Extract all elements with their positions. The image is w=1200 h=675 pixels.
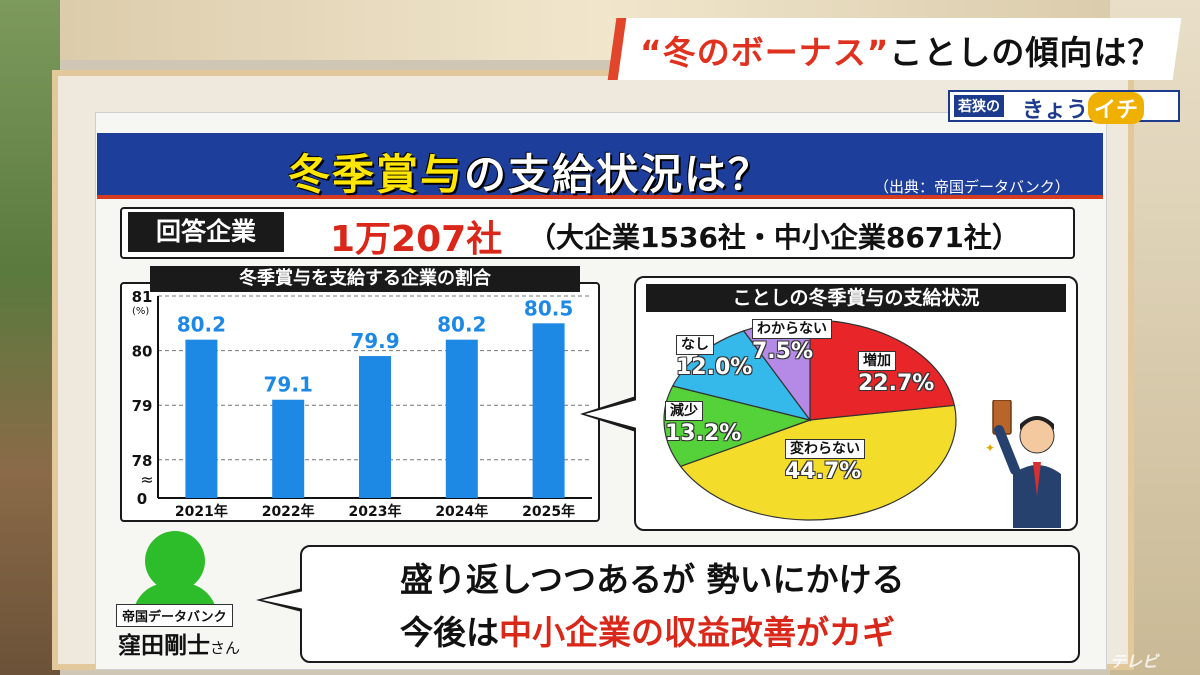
- sparkle-icon: ✦: [985, 441, 995, 455]
- pie-label-name: わからない: [752, 319, 832, 339]
- title-white: の支給状況は？: [464, 150, 773, 199]
- pie-label-name: 減少: [665, 401, 703, 421]
- bar: [272, 399, 305, 498]
- respondents-label: 回答企業: [128, 212, 284, 252]
- axis-break-mark: ≈: [140, 470, 153, 489]
- title-yellow: 冬季賞与: [288, 150, 465, 199]
- respondents-total: 1万207社: [330, 219, 503, 260]
- caption-quoted: “冬のボーナス”: [640, 33, 890, 72]
- bar-chart-title: 冬季賞与を支給する企業の割合: [150, 266, 580, 292]
- pie-label-value: 44.7%: [785, 459, 862, 484]
- person-hair: [1020, 416, 1054, 430]
- pie-label-value: 22.7%: [858, 371, 935, 396]
- pie-label-decrease: 減少 13.2%: [665, 400, 741, 446]
- bar-value-label: 80.5: [524, 296, 573, 320]
- callout-pointer-fill: [585, 400, 637, 428]
- pie-label-name: 増加: [858, 351, 896, 371]
- speech-tail-fill: [262, 591, 304, 609]
- commenter-name: 窪田剛士さん: [118, 626, 240, 660]
- happy-employee-illustration: ✦: [985, 400, 1061, 528]
- caption-text: “冬のボーナス”ことしの傾向は？: [640, 26, 1161, 74]
- comment-line-2-b: 中小企業の収益改善がカギ: [499, 613, 895, 652]
- y-tick-label: 81: [132, 288, 153, 306]
- pie-label-name: なし: [676, 335, 714, 355]
- bar: [185, 339, 218, 498]
- logo-part-c: イチ: [1088, 92, 1145, 124]
- pie-slice: [679, 404, 957, 521]
- pie-label-value: 12.0%: [676, 355, 753, 380]
- title-bar: [97, 133, 1103, 199]
- person-tie: [1033, 462, 1041, 496]
- pie-label-name: 変わらない: [785, 439, 865, 459]
- source-note: （出典：帝国データバンク）: [874, 178, 1070, 196]
- y-tick-label: 80: [132, 343, 153, 361]
- pie-label-unchanged: 変わらない 44.7%: [785, 438, 865, 484]
- bar-value-label: 79.1: [264, 373, 313, 397]
- x-tick-label: 2022年: [262, 503, 315, 520]
- logo-part-b: きょう: [1022, 98, 1089, 123]
- pie-label-unknown: わからない 7.5%: [752, 318, 832, 364]
- bar: [445, 339, 478, 498]
- person-suit: [1013, 465, 1061, 528]
- commenter-name-text: 窪田剛士: [118, 633, 210, 659]
- pie-label-increase: 増加 22.7%: [858, 350, 934, 396]
- bar: [359, 356, 391, 498]
- y-tick-label: 78: [132, 452, 153, 470]
- commenter-honorific: さん: [210, 639, 241, 657]
- pie-label-value: 7.5%: [752, 339, 814, 364]
- bar: [532, 323, 565, 498]
- speech-bubble: [300, 545, 1080, 663]
- person-raised-arm: [994, 425, 1020, 475]
- comment-line-2: 今後は中小企業の収益改善がカギ: [400, 606, 895, 654]
- broadcaster-watermark: テレビ: [1110, 652, 1159, 671]
- bar-value-label: 80.2: [437, 313, 486, 337]
- bar-chart: 81 80 79 78 0 (%) ≈80.2 2021年 79.1 2022年 79.9 2023年…: [132, 288, 592, 520]
- bar-value-label: 80.2: [177, 313, 226, 337]
- avatar-head: [145, 531, 205, 591]
- page-title: 冬季賞与の支給状況は？: [288, 141, 772, 202]
- x-tick-label: 2024年: [435, 503, 488, 520]
- pie-label-value: 13.2%: [665, 421, 742, 446]
- y-unit-label: (%): [132, 306, 149, 317]
- pie-label-none: なし 12.0%: [676, 334, 752, 380]
- y-tick-label: 79: [132, 397, 153, 415]
- comment-line-1: 盛り返しつつあるが 勢いにかける: [400, 560, 905, 599]
- pie-chart-title: ことしの冬季賞与の支給状況: [646, 284, 1066, 312]
- caption-rest: ことしの傾向は？: [889, 33, 1162, 72]
- x-tick-label: 2021年: [175, 503, 228, 520]
- respondents-breakdown: （大企業1536社・中小企業8671社）: [528, 221, 1020, 254]
- comment-line-2-a: 今後は: [400, 613, 499, 652]
- bar-value-label: 79.9: [350, 329, 399, 353]
- commenter-org: 帝国データバンク: [116, 604, 233, 627]
- y-tick-label: 0: [137, 490, 147, 508]
- studio-background-left: [0, 0, 60, 675]
- x-tick-label: 2025年: [522, 503, 575, 520]
- x-tick-label: 2023年: [349, 503, 402, 520]
- logo-part-a: 若狭の: [954, 95, 1004, 117]
